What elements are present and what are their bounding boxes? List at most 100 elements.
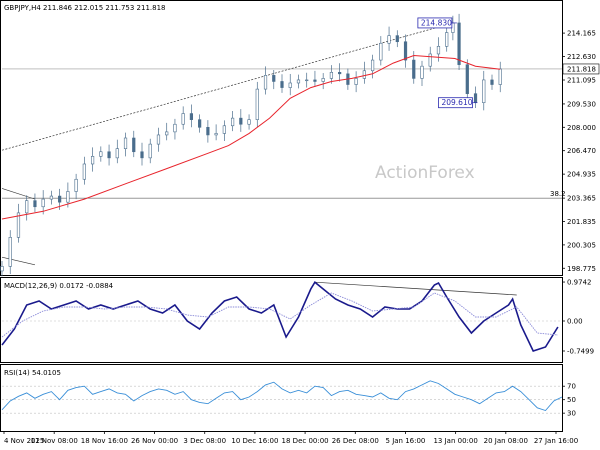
rsi-tick-label: 30 [567, 410, 576, 418]
candle [49, 195, 54, 200]
candle [436, 46, 441, 55]
candle [0, 266, 4, 272]
candle [387, 35, 391, 44]
channel-upper-line [1, 188, 36, 200]
current-price-box [562, 63, 600, 75]
candle [296, 79, 301, 84]
candle [189, 113, 194, 120]
candle [90, 156, 95, 165]
rsi-tick-label: 70 [567, 383, 576, 391]
current-price-label: 211.818 [567, 65, 596, 73]
price-panel [0, 0, 563, 276]
price-tick-label: 214.165 [567, 30, 596, 38]
candle [362, 70, 366, 79]
rsi-tick-label: 50 [567, 396, 576, 404]
price-tick-label: 200.305 [567, 241, 596, 249]
candle [473, 93, 478, 104]
candle [132, 137, 136, 153]
rsi-line [1, 380, 563, 412]
trendline [1, 22, 453, 151]
annotation-box [417, 17, 453, 29]
price-tick-label: 208.000 [567, 124, 596, 132]
candle [123, 137, 128, 149]
macd-header: MACD(12,26,9) 0.0172 -0.0884 [4, 282, 114, 290]
candle [99, 151, 103, 157]
candle [490, 79, 494, 85]
rsi-panel [0, 364, 563, 432]
candle [420, 65, 424, 79]
candle [379, 42, 383, 61]
candle [263, 75, 268, 90]
candle [16, 212, 21, 238]
macd-layer: 0.9742 0.00 -0.7499 [1, 279, 594, 355]
candle [33, 200, 37, 208]
x-tick-label: 5 Jan 16:00 [386, 437, 426, 445]
x-tick-label: 3 Dec 08:00 [183, 437, 226, 445]
price-tick-label: 212.630 [567, 53, 596, 61]
candle [247, 119, 251, 125]
macd-tick-label: -0.7499 [567, 347, 594, 355]
price-tick-label: 204.935 [567, 171, 596, 179]
annotation-label: 209.610 [441, 98, 472, 107]
candle [305, 79, 309, 82]
price-tick-label: 198.775 [567, 265, 596, 273]
x-tick-label: 10 Dec 16:00 [231, 437, 278, 445]
candle [25, 200, 29, 214]
candle [107, 151, 111, 159]
candle [115, 148, 119, 159]
price-tick-label: 201.835 [567, 218, 596, 226]
candle [280, 81, 284, 88]
candle [239, 117, 243, 125]
candle [370, 59, 375, 72]
candle [214, 133, 218, 136]
candle [272, 75, 276, 82]
candle [206, 127, 210, 136]
x-tick-label: 4 Nov 2025 [4, 437, 44, 445]
annotation-label: 214.830 [421, 18, 452, 27]
price-tick-label: 203.365 [567, 195, 596, 203]
macd-trendline [314, 281, 517, 296]
macd-main-line [1, 280, 559, 352]
candle [140, 151, 144, 159]
x-tick-label: 13 Jan 00:00 [433, 437, 477, 445]
candle [82, 163, 86, 180]
channel-lower-line [1, 256, 36, 266]
candle [428, 53, 432, 67]
candle [445, 32, 449, 47]
candle [321, 78, 325, 82]
candle [58, 195, 62, 203]
candle [354, 78, 358, 85]
macd-tick-label: 0.00 [567, 318, 583, 326]
price-tick-label: 209.530 [567, 100, 596, 108]
candle [395, 35, 399, 43]
candle [74, 178, 78, 192]
macd-signal-line [1, 292, 558, 338]
candle [156, 134, 161, 145]
candle [465, 64, 469, 94]
price-layer: 214.165 212.630 211.095 209.530 208.000 206.4… [0, 13, 600, 277]
candle [313, 79, 317, 82]
candle [498, 68, 502, 85]
watermark: ActionForex [375, 163, 475, 183]
candle [222, 125, 226, 134]
moving-average-line [1, 54, 501, 220]
candle [181, 113, 185, 125]
x-tick-label: 18 Dec 00:00 [282, 437, 329, 445]
x-tick-label: 11 Nov 08:00 [31, 437, 78, 445]
price-tick-label: 206.470 [567, 147, 596, 155]
candle [165, 131, 169, 136]
candle [412, 59, 416, 79]
fib-label: 38.2 [550, 190, 566, 198]
candle [41, 198, 45, 208]
price-tick-label: 211.095 [567, 77, 596, 85]
candle [66, 191, 70, 203]
x-tick-label: 27 Jan 16:00 [534, 437, 578, 445]
macd-panel [0, 277, 563, 363]
candle [329, 71, 334, 79]
x-tick-label: 20 Jan 08:00 [484, 437, 528, 445]
price-header: GBPJPY,H4 211.846 212.015 211.753 211.81… [4, 4, 166, 12]
x-tick-label: 26 Nov 00:00 [131, 437, 178, 445]
candle [338, 71, 342, 75]
